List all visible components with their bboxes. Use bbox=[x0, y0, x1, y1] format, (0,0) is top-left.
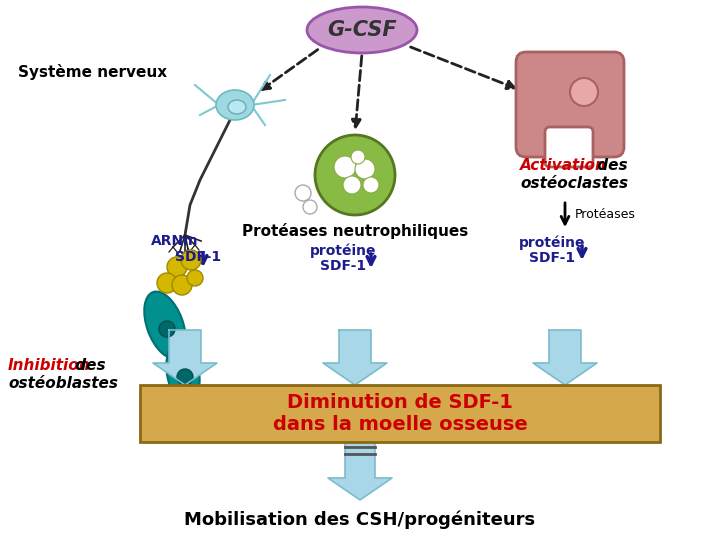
Circle shape bbox=[159, 321, 175, 337]
Text: ostéoblastes: ostéoblastes bbox=[8, 376, 118, 391]
Circle shape bbox=[334, 156, 356, 178]
Text: Activation: Activation bbox=[520, 158, 607, 173]
Text: SDF-1: SDF-1 bbox=[529, 251, 575, 265]
Circle shape bbox=[172, 275, 192, 295]
Polygon shape bbox=[153, 330, 217, 385]
Circle shape bbox=[295, 185, 311, 201]
Text: Protéases: Protéases bbox=[575, 208, 636, 221]
Text: G-CSF: G-CSF bbox=[327, 20, 397, 40]
Ellipse shape bbox=[166, 342, 199, 404]
Ellipse shape bbox=[216, 90, 254, 120]
Circle shape bbox=[315, 135, 395, 215]
Circle shape bbox=[351, 150, 365, 164]
Text: Diminution de SDF-1
dans la moelle osseuse: Diminution de SDF-1 dans la moelle osseu… bbox=[273, 393, 527, 434]
Circle shape bbox=[355, 159, 375, 179]
Text: protéine: protéine bbox=[518, 235, 585, 249]
Circle shape bbox=[570, 78, 598, 106]
Polygon shape bbox=[533, 330, 597, 385]
Text: Système nerveux: Système nerveux bbox=[18, 64, 167, 80]
Circle shape bbox=[303, 200, 317, 214]
Circle shape bbox=[363, 177, 379, 193]
Circle shape bbox=[177, 369, 193, 385]
Circle shape bbox=[181, 250, 201, 270]
Ellipse shape bbox=[307, 7, 417, 53]
Text: SDF-1: SDF-1 bbox=[320, 259, 366, 273]
Text: des: des bbox=[592, 158, 628, 173]
Circle shape bbox=[343, 176, 361, 194]
Text: protéine: protéine bbox=[310, 243, 377, 258]
Circle shape bbox=[157, 273, 177, 293]
Polygon shape bbox=[323, 330, 387, 385]
Circle shape bbox=[167, 257, 187, 277]
Text: SDF-1: SDF-1 bbox=[175, 250, 221, 264]
Ellipse shape bbox=[144, 292, 186, 359]
FancyBboxPatch shape bbox=[545, 127, 593, 167]
Text: des: des bbox=[70, 358, 106, 373]
Text: ostéoclastes: ostéoclastes bbox=[520, 176, 628, 191]
Polygon shape bbox=[328, 442, 392, 500]
Ellipse shape bbox=[228, 100, 246, 114]
Bar bbox=[140, 385, 660, 442]
Text: Protéases neutrophiliques: Protéases neutrophiliques bbox=[242, 223, 468, 239]
Circle shape bbox=[187, 270, 203, 286]
Text: ARNm: ARNm bbox=[151, 234, 199, 248]
FancyBboxPatch shape bbox=[516, 52, 624, 157]
Text: Mobilisation des CSH/progéniteurs: Mobilisation des CSH/progéniteurs bbox=[184, 511, 536, 529]
Text: Inhibition: Inhibition bbox=[8, 358, 91, 373]
